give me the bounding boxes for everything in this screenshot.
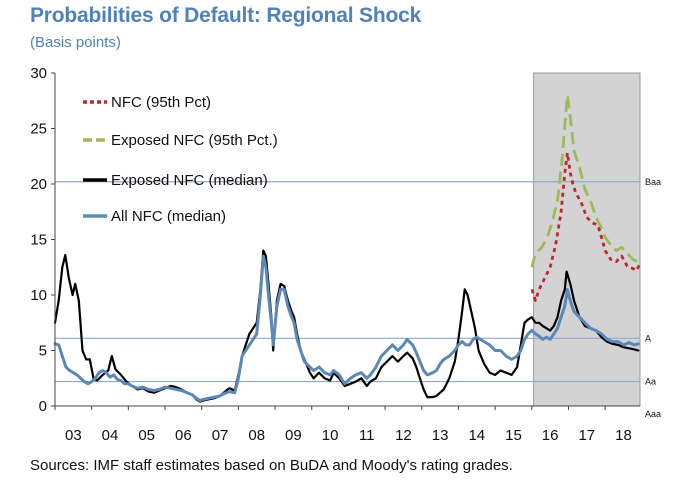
rating-label-aa: Aa (645, 377, 656, 387)
shaded-projection-region (533, 72, 641, 407)
x-tick-label: 03 (65, 427, 82, 444)
y-tick-label: 10 (30, 287, 47, 304)
legend-label: NFC (95th Pct) (111, 94, 211, 111)
legend-label: Exposed NFC (95th Pct.) (111, 132, 278, 149)
x-tick-label: 07 (212, 427, 229, 444)
x-tick-label: 04 (102, 427, 119, 444)
series-line-exposed-nfc-95th-pct (530, 93, 639, 268)
x-tick-label: 13 (432, 427, 449, 444)
x-tick-label: 09 (285, 427, 302, 444)
series-line-exposed-nfc-median (53, 249, 640, 403)
x-tick-label: 08 (248, 427, 265, 444)
rating-label-aaa: Aaa (645, 409, 661, 419)
y-tick-label: 0 (39, 398, 47, 415)
y-tick-label: 15 (30, 232, 47, 249)
x-tick-label: 06 (175, 427, 192, 444)
y-tick-label: 20 (30, 176, 47, 193)
rating-label-a: A (645, 333, 651, 343)
x-tick-label: 17 (578, 427, 595, 444)
x-tick-label: 16 (542, 427, 559, 444)
x-tick-label: 10 (322, 427, 339, 444)
series-line-nfc-95th-pct (530, 151, 642, 302)
x-tick-label: 14 (468, 427, 485, 444)
chart-subtitle: (Basis points) (30, 34, 121, 51)
y-tick-label: 5 (39, 343, 47, 360)
y-tick-label: 25 (30, 121, 47, 138)
series-lines (53, 93, 642, 403)
x-tick-label: 12 (395, 427, 412, 444)
legend-label: All NFC (median) (111, 208, 226, 225)
x-tick-label: 11 (359, 427, 375, 444)
legend-label: Exposed NFC (median) (111, 172, 268, 189)
y-tick-label: 30 (30, 65, 47, 82)
chart-title: Probabilities of Default: Regional Shock (30, 4, 422, 27)
rating-label-baa: Baa (645, 177, 661, 187)
x-tick-label: 15 (505, 427, 522, 444)
legend: NFC (95th Pct) Exposed NFC (95th Pct.) Exp… (83, 94, 278, 225)
source-note: Sources: IMF staff estimates based on Bu… (30, 457, 513, 474)
x-tick-label: 18 (615, 427, 632, 444)
series-line-all-nfc-median (53, 254, 640, 402)
x-tick-label: 05 (138, 427, 155, 444)
